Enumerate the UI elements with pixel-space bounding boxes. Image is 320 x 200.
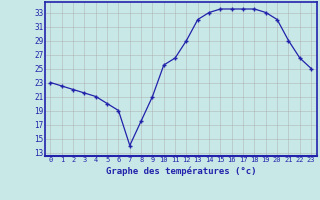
X-axis label: Graphe des températures (°c): Graphe des températures (°c) [106,166,256,176]
